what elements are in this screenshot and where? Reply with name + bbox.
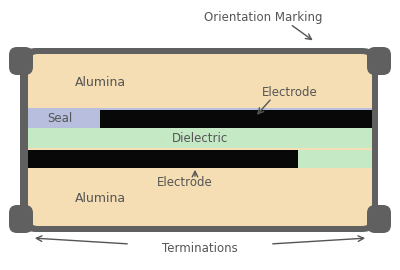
Bar (28, 128, 372, 148)
Text: Alumina: Alumina (75, 191, 126, 204)
FancyBboxPatch shape (367, 47, 391, 75)
FancyBboxPatch shape (9, 47, 33, 75)
FancyBboxPatch shape (367, 205, 391, 233)
Text: Orientation Marking: Orientation Marking (204, 12, 322, 25)
Text: Electrode: Electrode (157, 177, 213, 190)
FancyBboxPatch shape (28, 54, 372, 226)
Bar (28, 108, 372, 128)
Text: Seal: Seal (47, 112, 73, 124)
FancyBboxPatch shape (20, 48, 378, 232)
Bar (298, 150, 372, 168)
Bar (100, 110, 372, 128)
Text: Terminations: Terminations (162, 241, 238, 255)
Text: Electrode: Electrode (262, 86, 318, 99)
Text: Dielectric: Dielectric (172, 131, 228, 144)
Text: Alumina: Alumina (75, 76, 126, 89)
FancyBboxPatch shape (9, 205, 33, 233)
Bar (28, 150, 298, 168)
